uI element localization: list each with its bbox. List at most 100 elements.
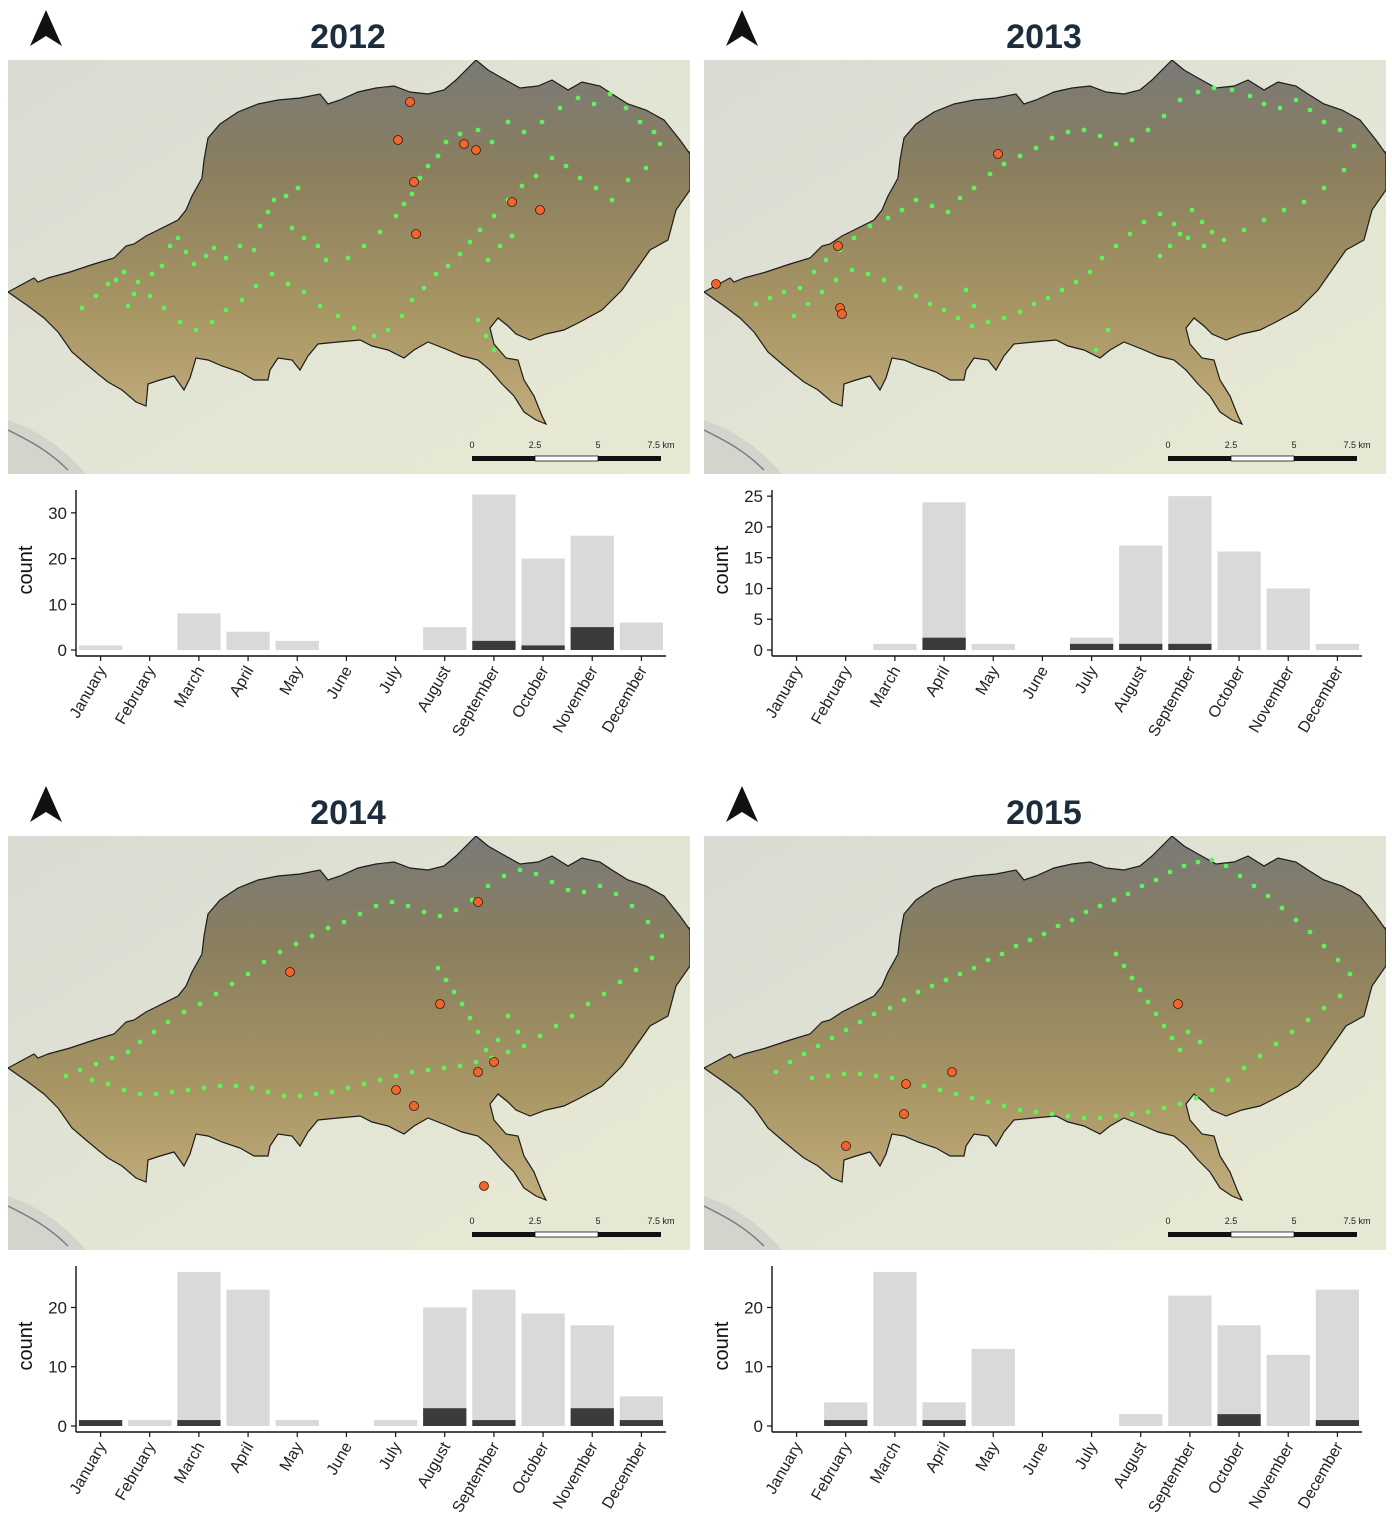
green-point [441, 1065, 447, 1071]
green-point [753, 301, 759, 307]
green-point [1033, 1109, 1039, 1115]
orange-point [409, 1101, 419, 1111]
x-tick-label: March [867, 664, 904, 711]
green-point [971, 965, 977, 971]
scale-bar-segment [472, 456, 535, 461]
x-tick-label: July [1072, 664, 1101, 697]
green-point [1069, 917, 1075, 923]
green-point [1177, 1047, 1183, 1053]
bar-total [128, 1420, 172, 1426]
map: 0 2.5 5 7.5 km [704, 836, 1386, 1250]
green-point [1017, 309, 1023, 315]
green-point [521, 1043, 527, 1049]
bar-highlight [619, 1420, 664, 1426]
green-point [929, 203, 935, 209]
green-point [453, 907, 459, 913]
green-point [89, 1077, 95, 1083]
green-point [1321, 185, 1327, 191]
green-point [597, 883, 603, 889]
border-line [8, 1205, 69, 1247]
green-point [147, 293, 153, 299]
orange-point [507, 197, 517, 207]
green-point [393, 213, 399, 219]
green-point [325, 925, 331, 931]
scale-bar-label: 7.5 km [647, 1216, 674, 1226]
green-point [1157, 253, 1163, 259]
green-point [577, 175, 583, 181]
green-point [323, 257, 329, 263]
x-tick-label: January [67, 664, 110, 722]
orange-point [899, 1109, 909, 1119]
orange-point [489, 1057, 499, 1067]
green-point [1257, 1053, 1263, 1059]
green-point [435, 153, 441, 159]
green-point [633, 967, 639, 973]
scale-bar-label: 7.5 km [1343, 440, 1370, 450]
orange-point [837, 309, 847, 319]
orange-point [993, 149, 1003, 159]
scale-bar-segment [1168, 1232, 1231, 1237]
green-point [1169, 1035, 1175, 1041]
green-point [1113, 243, 1119, 249]
bar-highlight [1168, 643, 1212, 650]
x-tick-label: June [324, 1439, 356, 1478]
green-point [249, 1085, 255, 1091]
scale-bar-label: 2.5 [529, 1216, 542, 1226]
green-point [1229, 87, 1235, 93]
panel-title: 2014 [310, 794, 386, 832]
green-point [295, 185, 301, 191]
green-point [805, 301, 811, 307]
x-tick-label: October [509, 1439, 553, 1497]
green-point [581, 889, 587, 895]
y-axis-label: count [15, 1321, 37, 1370]
green-point [131, 291, 137, 297]
y-tick-label: 0 [58, 641, 67, 660]
green-point [987, 171, 993, 177]
bar-total [1119, 1414, 1163, 1426]
green-point [121, 269, 127, 275]
green-point [433, 271, 439, 277]
green-point [1141, 219, 1147, 225]
green-point [1279, 905, 1285, 911]
map: 0 2.5 5 7.5 km [704, 60, 1386, 474]
y-tick-label: 5 [754, 610, 763, 629]
green-point [113, 277, 119, 283]
orange-point [841, 1141, 851, 1151]
green-point [475, 127, 481, 133]
green-point [483, 333, 489, 339]
green-point [251, 247, 257, 253]
bar-total [1168, 1295, 1212, 1426]
scale-bar-label: 0 [469, 440, 474, 450]
green-point [953, 1091, 959, 1097]
y-tick-label: 20 [48, 550, 67, 569]
scale-bar-segment [1230, 1231, 1295, 1238]
x-tick-label: July [1072, 1440, 1101, 1473]
scale-bar-label: 2.5 [1225, 440, 1238, 450]
green-point [329, 1089, 335, 1095]
green-point [645, 919, 651, 925]
green-point [1209, 1087, 1215, 1093]
green-point [495, 1037, 501, 1043]
green-point [637, 119, 643, 125]
green-point [1129, 137, 1135, 143]
orange-point [833, 241, 843, 251]
green-point [165, 1019, 171, 1025]
green-point [811, 269, 817, 275]
green-point [999, 951, 1005, 957]
y-tick-label: 20 [48, 1298, 67, 1317]
green-point [1237, 873, 1243, 879]
green-point [585, 1001, 591, 1007]
green-point [533, 871, 539, 877]
green-point [137, 1091, 143, 1097]
bar-highlight [824, 1420, 868, 1426]
green-point [1273, 1041, 1279, 1047]
x-tick-label: October [509, 663, 553, 721]
green-point [865, 271, 871, 277]
green-point [609, 197, 615, 203]
green-point [1099, 255, 1105, 261]
green-point [237, 243, 243, 249]
green-point [1145, 999, 1151, 1005]
x-tick-label: June [1020, 663, 1052, 702]
outer-terrain [8, 1196, 86, 1250]
green-point [271, 197, 277, 203]
